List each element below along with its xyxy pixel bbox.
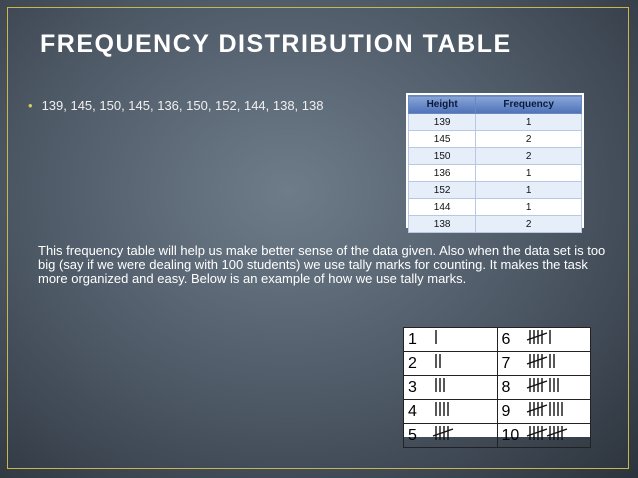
paragraph: This frequency table will help us make b…: [38, 243, 606, 286]
tally-marks: [526, 354, 555, 368]
tally-marks: [435, 378, 445, 392]
row: 144 1: [407, 198, 582, 216]
cell: 139: [407, 113, 477, 131]
frame: [7, 7, 629, 469]
tally-cell: [523, 423, 591, 448]
number-cell: 6: [496, 327, 524, 352]
tally-cell: [430, 351, 498, 376]
header-row: Height Frequency: [407, 95, 582, 114]
tally-slash: [433, 428, 454, 437]
bullet: 139, 145, 150, 145, 136, 150, 152, 144, …: [28, 98, 324, 113]
number-cell: 9: [496, 399, 524, 424]
row: 152 1: [407, 181, 582, 199]
number-cell: 7: [496, 351, 524, 376]
number-cell: 10: [496, 423, 524, 448]
header-cell: Height: [407, 95, 477, 114]
row: 145 2: [407, 130, 582, 148]
cell: 2: [475, 215, 582, 233]
tally-table: 1 6 2 7 3 8 4 9 5 10: [403, 327, 591, 448]
number-cell: 4: [403, 399, 430, 424]
tally-cell: [430, 399, 498, 424]
cell: 150: [407, 147, 477, 165]
tally-slash: [546, 428, 567, 437]
cell: 1: [475, 164, 582, 182]
tally-marks: [526, 330, 551, 344]
cell: 136: [407, 164, 477, 182]
row: 150 2: [407, 147, 582, 165]
cell: 1: [475, 198, 582, 216]
tally-marks: [526, 402, 563, 416]
header-cell: Frequency: [475, 95, 582, 114]
tally-cell: [430, 423, 498, 448]
cell: 1: [475, 113, 582, 131]
number-cell: 1: [403, 327, 430, 352]
tally-slash: [526, 356, 547, 365]
tally-marks: [526, 426, 567, 440]
cell: 145: [407, 130, 477, 148]
row: 136 1: [407, 164, 582, 182]
cell: 2: [475, 147, 582, 165]
table: Height Frequency 139 1 145 2 150 2 136 1 152 1 144 1 1…: [407, 95, 582, 233]
tally-cell: [523, 375, 591, 400]
table: 1 6 2 7 3 8 4 9 5 10: [403, 327, 591, 448]
tally-slash: [526, 428, 547, 437]
tally-slash: [526, 332, 547, 341]
cell: 144: [407, 198, 477, 216]
number-cell: 5: [403, 423, 430, 448]
tally-cell: [430, 327, 498, 352]
cell: 152: [407, 181, 477, 199]
cell: 1: [475, 181, 582, 199]
row: 5 10: [403, 423, 591, 448]
cell: 2: [475, 130, 582, 148]
title: FREQUENCY DISTRIBUTION TABLE: [40, 30, 512, 58]
tally-marks: [526, 378, 559, 392]
tally-cell: [523, 351, 591, 376]
tally-cell: [523, 399, 591, 424]
tally-cell: [523, 327, 591, 352]
tally-cell: [430, 375, 498, 400]
tally-slash: [526, 380, 547, 389]
tally-marks: [435, 354, 441, 368]
cell: 138: [407, 215, 477, 233]
tally-marks: [435, 330, 437, 344]
tally-marks: [433, 426, 454, 440]
number-cell: 3: [403, 375, 430, 400]
row: 138 2: [407, 215, 582, 233]
number-cell: 2: [403, 351, 430, 376]
number-cell: 8: [496, 375, 524, 400]
row: 139 1: [407, 113, 582, 131]
tally-marks: [435, 402, 449, 416]
tally-slash: [526, 404, 547, 413]
frequency-table: Height Frequency 139 1 145 2 150 2 136 1 152 1 144 1 1…: [406, 93, 584, 233]
